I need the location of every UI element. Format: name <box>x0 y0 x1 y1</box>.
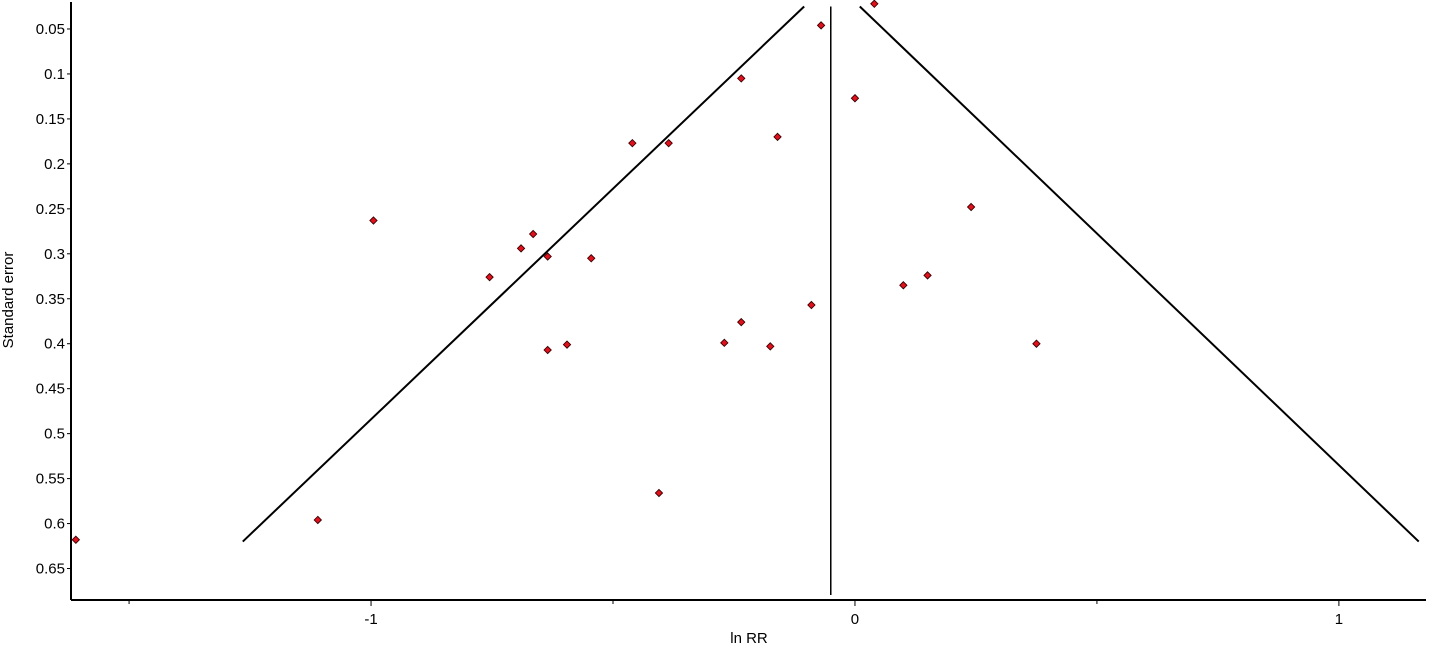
data-point <box>562 340 572 349</box>
data-point <box>720 338 729 348</box>
y-tick-label: 0.45 <box>36 381 65 398</box>
data-point <box>816 21 826 30</box>
data-point <box>870 0 879 9</box>
y-tick-label: 0.6 <box>44 516 65 533</box>
data-point <box>369 216 378 225</box>
data-point <box>543 345 552 355</box>
y-tick-label: 0.05 <box>36 21 65 38</box>
y-tick-label: 0.2 <box>44 156 65 173</box>
x-tick-label: 1 <box>1335 611 1343 628</box>
funnel-line-left <box>242 5 805 543</box>
data-point <box>899 281 908 290</box>
y-tick-label: 0.4 <box>44 336 65 353</box>
axes <box>67 2 1426 606</box>
data-point <box>664 138 673 148</box>
tick-labels: 0.05 0.1 0.15 0.2 0.25 0.3 0.35 0.4 0.45 0.5 0.55 0… <box>36 21 1343 628</box>
data-point <box>528 229 538 239</box>
data-point <box>586 254 596 263</box>
data-point <box>1032 339 1041 348</box>
data-point <box>807 300 816 310</box>
y-axis-title: Standard error <box>0 252 17 349</box>
x-tick-label: 0 <box>851 611 859 628</box>
y-tick-label: 0.25 <box>36 201 65 218</box>
data-point <box>923 271 932 280</box>
data-point <box>766 342 775 351</box>
y-tick-label: 0.55 <box>36 471 65 488</box>
data-point <box>737 74 746 83</box>
data-point <box>485 272 494 282</box>
y-tick-label: 0.1 <box>44 66 65 83</box>
funnel-line-right <box>859 5 1420 543</box>
data-points <box>71 0 1041 544</box>
y-tick-label: 0.15 <box>36 111 65 128</box>
data-point <box>966 202 976 212</box>
y-tick-label: 0.65 <box>36 561 65 578</box>
y-tick-label: 0.3 <box>44 246 65 263</box>
funnel-lines <box>242 5 1420 543</box>
data-point <box>516 244 526 253</box>
data-point <box>737 317 746 327</box>
y-tick-label: 0.5 <box>44 426 65 443</box>
data-point <box>850 93 860 103</box>
y-tick-label: 0.35 <box>36 291 65 308</box>
data-point <box>71 535 81 544</box>
data-point <box>628 138 637 148</box>
data-point <box>654 488 664 498</box>
data-point <box>773 132 782 142</box>
x-tick-label: -1 <box>364 611 377 628</box>
data-point <box>543 252 552 261</box>
x-axis-title: ln RR <box>730 630 768 647</box>
data-point <box>313 515 323 525</box>
